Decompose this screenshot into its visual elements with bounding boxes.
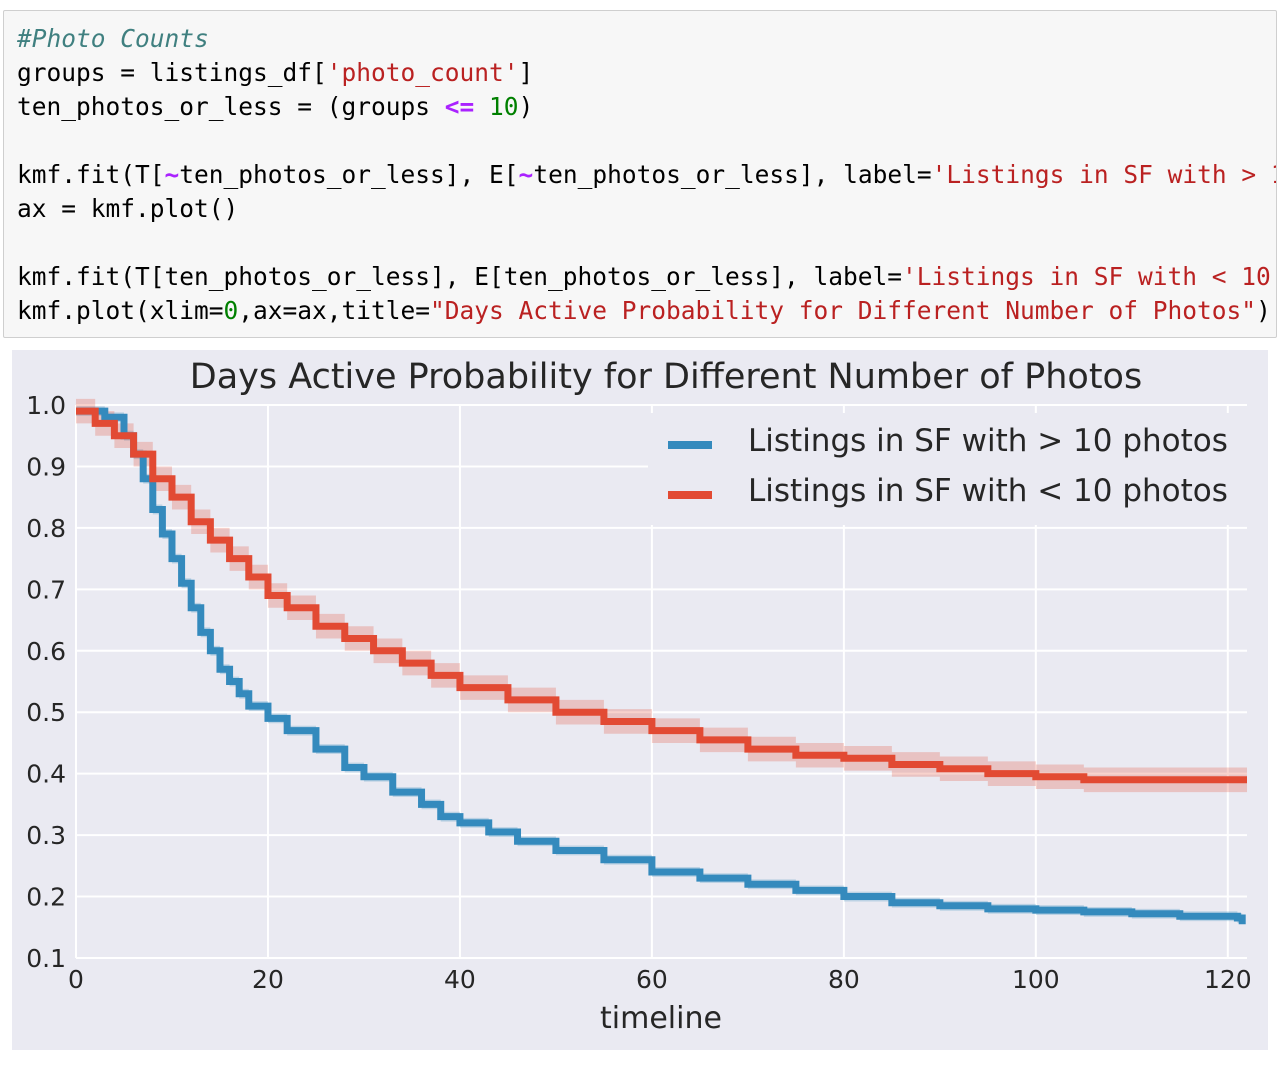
code-line: kmf.plot(xlim=0,ax=ax,title="Days Active… (17, 294, 1276, 328)
y-tick-label: 0.1 (26, 944, 66, 973)
legend-item-over-10: Listings in SF with > 10 photos (648, 419, 1250, 469)
y-tick-label: 0.4 (26, 760, 66, 789)
x-tick-label: 40 (444, 965, 476, 994)
legend-swatch-blue (668, 441, 712, 449)
chart-title: Days Active Probability for Different Nu… (190, 357, 1142, 397)
code-line (17, 226, 1276, 260)
code-line: #Photo Counts (17, 22, 1276, 56)
code-line (17, 124, 1276, 158)
code-token: ten_photos_or_less], E[ (179, 160, 519, 189)
code-token: ) (518, 92, 534, 121)
x-tick-label: 100 (1012, 965, 1060, 994)
code-token: ten_photos_or_less = (groups (17, 92, 445, 121)
y-tick-label: 1.0 (26, 391, 66, 420)
code-token: <= (444, 92, 475, 121)
x-tick-label: 60 (636, 965, 668, 994)
legend: Listings in SF with > 10 photos Listings… (648, 413, 1250, 525)
y-tick-label: 0.6 (26, 637, 66, 666)
code-token: ) (1256, 296, 1271, 325)
series-line (76, 407, 1247, 784)
legend-item-under-10: Listings in SF with < 10 photos (648, 469, 1250, 519)
y-tick-label: 0.8 (26, 514, 66, 543)
series-lines (76, 407, 1247, 925)
y-tick-label: 0.3 (26, 821, 66, 850)
legend-label-over-10: Listings in SF with > 10 photos (748, 423, 1228, 459)
code-line: kmf.fit(T[ten_photos_or_less], E[ten_pho… (17, 260, 1276, 294)
code-token: #Photo Counts (17, 24, 209, 53)
y-tick-labels: 0.1 0.2 0.3 0.4 0.5 0.6 0.7 0.8 0.9 1.0 (26, 391, 66, 973)
code-token: 0 (223, 296, 239, 325)
x-tick-label: 120 (1204, 965, 1252, 994)
x-axis-label: timeline (600, 1001, 722, 1036)
y-tick-label: 0.9 (26, 452, 66, 481)
code-token: ~ (164, 160, 180, 189)
x-tick-labels: 0 20 40 60 80 100 120 (68, 965, 1252, 994)
x-tick-label: 20 (252, 965, 284, 994)
series-line (76, 407, 1246, 925)
code-line: groups = listings_df['photo_count'] (17, 56, 1276, 90)
code-token: ax = kmf.plot() (17, 194, 239, 223)
code-token: ~ (518, 160, 534, 189)
code-token: kmf.plot(xlim= (17, 296, 224, 325)
code-token: "Days Active Probability for Different N… (430, 296, 1257, 325)
chart-area: 0.1 0.2 0.3 0.4 0.5 0.6 0.7 0.8 0.9 1.0 0 20 40 60 80… (12, 350, 1268, 1050)
code-token: kmf.fit(T[ten_photos_or_less], E[ten_pho… (17, 262, 903, 291)
code-cell[interactable]: #Photo Counts groups = listings_df['photo… (3, 10, 1277, 338)
code-token: kmf.fit(T[ (17, 160, 165, 189)
code-token: ] (518, 58, 534, 87)
code-token: 'Listings in SF with < 10 photos' (902, 262, 1271, 291)
code-token (474, 92, 489, 121)
code-token: groups = listings_df[ (17, 58, 327, 87)
x-tick-label: 0 (68, 965, 84, 994)
legend-label-under-10: Listings in SF with < 10 photos (748, 473, 1228, 509)
code-line: ax = kmf.plot() (17, 192, 1276, 226)
y-tick-label: 0.2 (26, 883, 66, 912)
code-block: #Photo Counts groups = listings_df['photo… (17, 22, 1276, 328)
code-token: 10 (489, 92, 519, 121)
y-tick-label: 0.5 (26, 698, 66, 727)
code-line: ten_photos_or_less = (groups <= 10) (17, 90, 1276, 124)
code-token: 'Listings in SF with > 10 photos' (931, 160, 1276, 189)
legend-swatch-red (668, 491, 712, 499)
y-tick-label: 0.7 (26, 575, 66, 604)
x-tick-label: 80 (828, 965, 860, 994)
code-token: ,ax=ax,title= (238, 296, 431, 325)
code-token: 'photo_count' (326, 58, 519, 87)
code-token: ten_photos_or_less], label= (533, 160, 932, 189)
code-line: kmf.fit(T[~ten_photos_or_less], E[~ten_p… (17, 158, 1276, 192)
